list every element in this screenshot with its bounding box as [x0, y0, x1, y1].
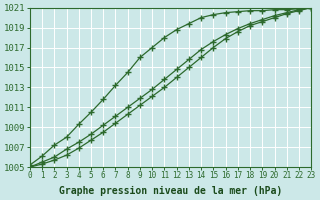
X-axis label: Graphe pression niveau de la mer (hPa): Graphe pression niveau de la mer (hPa) — [59, 186, 282, 196]
